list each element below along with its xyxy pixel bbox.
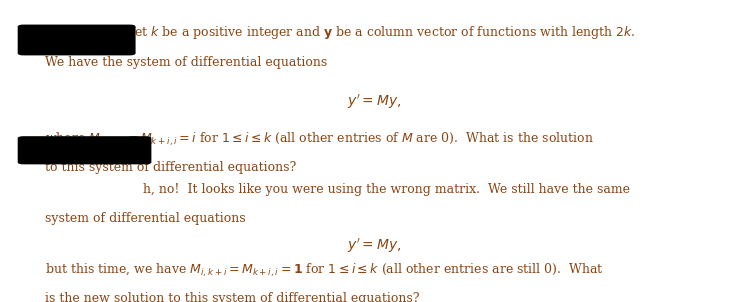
Text: $y' = My,$: $y' = My,$	[347, 93, 402, 111]
Text: to this system of differential equations?: to this system of differential equations…	[45, 161, 296, 174]
FancyBboxPatch shape	[18, 136, 151, 164]
FancyBboxPatch shape	[18, 24, 136, 55]
Text: is the new solution to this system of differential equations?: is the new solution to this system of di…	[45, 292, 419, 302]
Text: system of differential equations: system of differential equations	[45, 212, 245, 225]
Text: We have the system of differential equations: We have the system of differential equat…	[45, 56, 328, 69]
Text: Let $k$ be a positive integer and $\mathbf{y}$ be a column vector of functions w: Let $k$ be a positive integer and $\math…	[126, 24, 636, 41]
Text: but this time, we have $M_{i,k+i} = M_{k+i,i} = \mathbf{1}$ for $1 \leq i \leq k: but this time, we have $M_{i,k+i} = M_{k…	[45, 261, 604, 278]
Text: $y' = My,$: $y' = My,$	[347, 237, 402, 255]
Text: h, no!  It looks like you were using the wrong matrix.  We still have the same: h, no! It looks like you were using the …	[143, 184, 630, 197]
Text: where $M_{i,k+i} = M_{k+i,i} = i$ for $1 \leq i \leq k$ (all other entries of $M: where $M_{i,k+i} = M_{k+i,i} = i$ for $1…	[45, 130, 594, 148]
